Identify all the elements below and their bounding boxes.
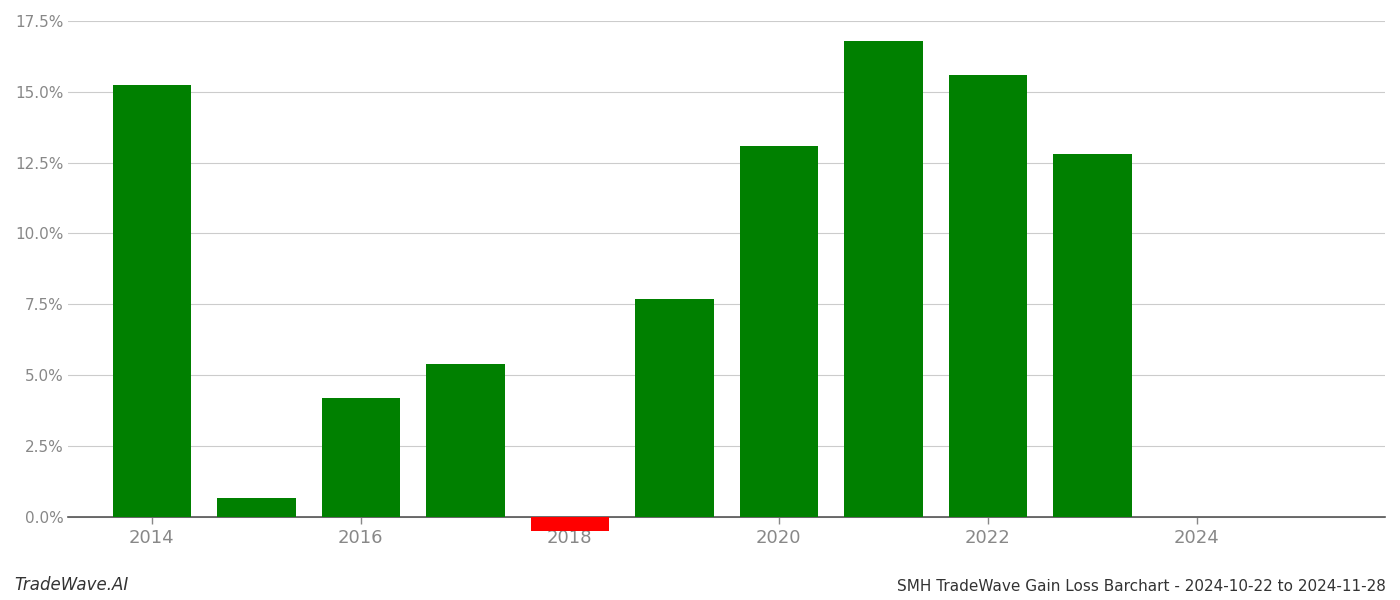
Bar <box>739 146 818 517</box>
Bar <box>217 499 295 517</box>
Bar <box>844 41 923 517</box>
Bar <box>636 299 714 517</box>
Bar <box>1053 154 1131 517</box>
Text: TradeWave.AI: TradeWave.AI <box>14 576 129 594</box>
Bar <box>531 517 609 531</box>
Text: SMH TradeWave Gain Loss Barchart - 2024-10-22 to 2024-11-28: SMH TradeWave Gain Loss Barchart - 2024-… <box>897 579 1386 594</box>
Bar <box>322 398 400 517</box>
Bar <box>426 364 504 517</box>
Bar <box>112 85 190 517</box>
Bar <box>949 75 1028 517</box>
